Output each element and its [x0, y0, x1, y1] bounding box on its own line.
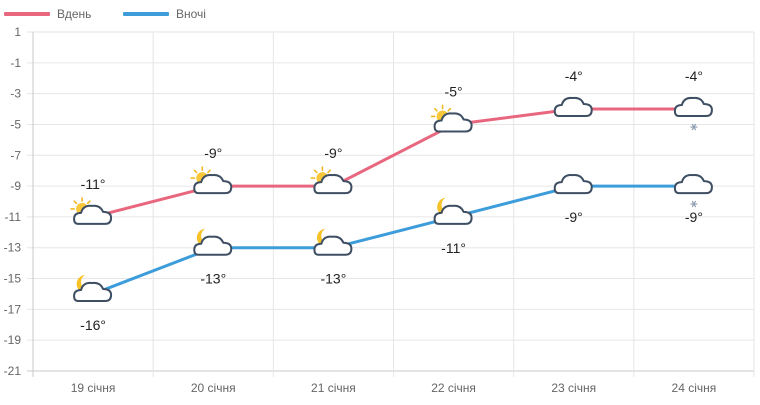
- cloud-shape: [673, 173, 713, 195]
- snowflake-stroke: [691, 123, 697, 131]
- y-tick-label: 1: [14, 25, 21, 39]
- sun-ray: [86, 200, 91, 205]
- data-label: -13°: [200, 271, 226, 287]
- sun-ray: [447, 107, 452, 112]
- cloud-shape: [73, 281, 113, 302]
- sun-cloud-icon: [430, 104, 473, 133]
- x-tick-label: 21 січня: [311, 381, 356, 395]
- x-tick-label: 20 січня: [191, 381, 236, 395]
- sun-ray: [73, 200, 78, 205]
- sun-cloud-icon: [190, 166, 233, 195]
- sun-ray: [313, 169, 318, 174]
- data-label: -13°: [320, 271, 346, 287]
- moon-cloud-icon: [193, 228, 233, 256]
- series-line-day: [92, 107, 694, 219]
- data-label: -9°: [565, 209, 583, 225]
- y-tick-label: -21: [4, 364, 22, 378]
- x-tick-label: 19 січня: [71, 381, 116, 395]
- data-label: -9°: [324, 145, 342, 161]
- y-tick-label: -5: [10, 117, 21, 131]
- weather-icons: [70, 96, 713, 302]
- snowflake-stroke: [691, 200, 697, 208]
- cloud-snow-icon: [673, 96, 713, 131]
- legend-label: Вдень: [57, 7, 91, 21]
- y-tick-label: -1: [10, 56, 21, 70]
- data-labels: -11° -9° -9° -5° -4° -4° -16° -13° -13° -11° -9° -9…: [80, 68, 703, 333]
- cloud-shape: [673, 96, 713, 118]
- sun-ray: [207, 169, 211, 174]
- cloud-shape: [73, 204, 113, 225]
- cloud-shape: [313, 235, 353, 256]
- cloud-icon: [553, 96, 593, 118]
- moon-cloud-icon: [73, 274, 113, 302]
- cloud-shape: [553, 173, 593, 195]
- x-tick-label: 23 січня: [551, 381, 596, 395]
- cloud-shape: [433, 204, 473, 225]
- sun-ray: [434, 107, 438, 112]
- axes: 1 -1 -3 -5 -7 -9 -11 -13 -15 -17 -19 -21 19 січня 20 …: [4, 25, 717, 395]
- y-tick-label: -17: [4, 302, 22, 316]
- data-label: -9°: [204, 145, 222, 161]
- sun-cloud-icon: [70, 197, 113, 225]
- data-label: -9°: [685, 209, 703, 225]
- cloud-shape: [193, 235, 233, 256]
- y-tick-label: -7: [10, 148, 21, 162]
- sun-ray: [193, 169, 198, 174]
- legend-item-night[interactable]: Вночі: [123, 7, 206, 21]
- cloud-shape: [433, 112, 473, 133]
- x-tick-label: 24 січня: [672, 381, 717, 395]
- y-tick-label: -19: [4, 333, 22, 347]
- x-tick-label: 22 січня: [431, 381, 476, 395]
- cloud-shape: [193, 173, 233, 195]
- y-tick-label: -11: [5, 210, 22, 224]
- cloud-shape: [553, 96, 593, 118]
- cloud-shape: [313, 173, 353, 195]
- y-tick-label: -3: [10, 87, 21, 101]
- data-label: -4°: [565, 68, 583, 84]
- data-label: -5°: [445, 83, 463, 99]
- sun-ray: [327, 169, 331, 174]
- legend-swatch: [123, 12, 169, 16]
- cloud-snow-icon: [673, 173, 713, 208]
- data-label: -11°: [441, 240, 466, 256]
- moon-cloud-icon: [313, 228, 353, 256]
- data-label: -4°: [685, 68, 703, 84]
- series-line-night: [92, 184, 694, 296]
- sun-cloud-icon: [310, 166, 353, 195]
- y-tick-label: -15: [4, 272, 22, 286]
- legend-label: Вночі: [176, 7, 206, 21]
- data-label: -11°: [81, 176, 106, 192]
- legend[interactable]: Вдень Вночі: [4, 7, 206, 21]
- data-label: -16°: [80, 317, 106, 333]
- cloud-icon: [553, 173, 593, 195]
- y-tick-label: -9: [10, 179, 21, 193]
- legend-item-day[interactable]: Вдень: [4, 7, 91, 21]
- legend-swatch: [4, 12, 50, 16]
- moon-cloud-icon: [433, 197, 473, 225]
- y-tick-label: -13: [4, 241, 22, 255]
